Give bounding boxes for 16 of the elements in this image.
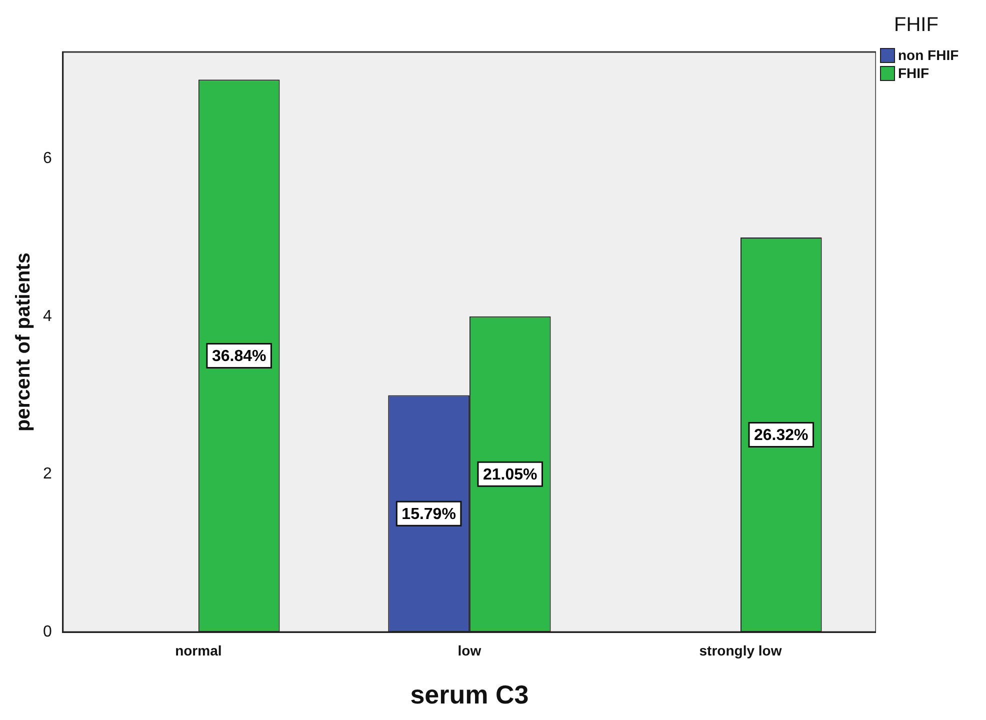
x-tick-label: strongly low	[699, 642, 782, 658]
y-tick-label: 2	[42, 466, 52, 483]
annotation: 21.05%	[482, 466, 538, 484]
y-tick-label: 6	[42, 150, 52, 167]
y-tick-label: 4	[42, 308, 52, 325]
annotation: 36.84%	[212, 348, 266, 366]
annotation: 15.79%	[402, 506, 456, 524]
y-axis-title: percent of patients	[12, 252, 35, 432]
legend-label: FHIF	[898, 65, 930, 81]
x-tick-label: normal	[175, 642, 222, 658]
annotation: 26.32%	[754, 427, 808, 444]
legend-title: FHIF	[894, 14, 940, 37]
x-axis-title: serum C3	[410, 680, 529, 710]
y-tick-label: 0	[42, 623, 52, 640]
x-tick-label: low	[458, 642, 482, 658]
legend-label: non FHIF	[898, 47, 959, 63]
